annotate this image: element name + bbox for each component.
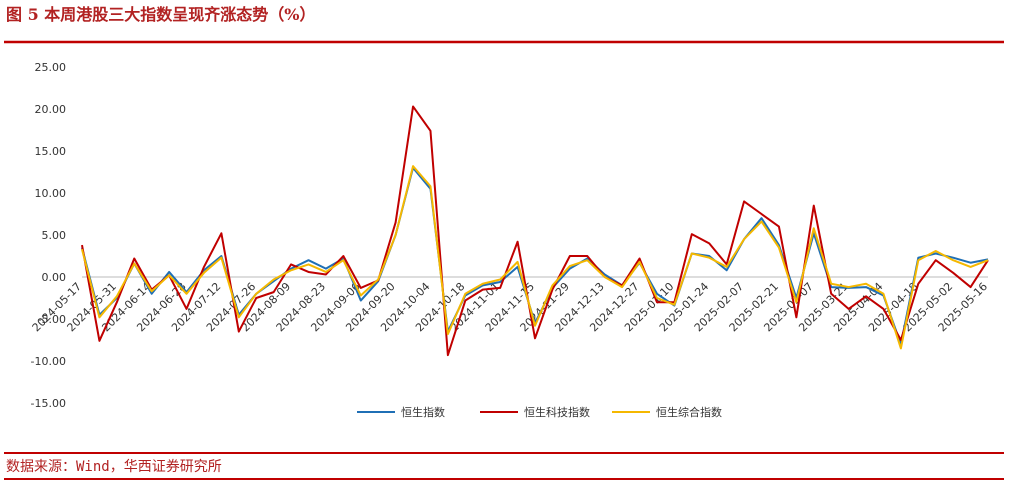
- legend-label: 恒生综合指数: [656, 405, 722, 419]
- y-tick-label: 25.00: [35, 61, 67, 74]
- y-tick-label: 15.00: [35, 145, 67, 158]
- legend-label: 恒生科技指数: [524, 405, 590, 419]
- y-tick-label: 10.00: [35, 187, 67, 200]
- y-tick-label: 0.00: [42, 271, 67, 284]
- source: 数据来源：Wind，华西证券研究所: [6, 459, 222, 475]
- y-tick-label: -10.00: [31, 355, 66, 368]
- chart-title: 图 5 本周港股三大指数呈现齐涨态势（%）: [6, 5, 315, 24]
- y-tick-label: -5.00: [38, 313, 66, 326]
- legend-label: 恒生指数: [401, 405, 445, 419]
- y-tick-label: 20.00: [35, 103, 67, 116]
- y-tick-label: -15.00: [31, 397, 66, 410]
- series-line: [81, 165, 989, 350]
- y-tick-label: 5.00: [42, 229, 67, 242]
